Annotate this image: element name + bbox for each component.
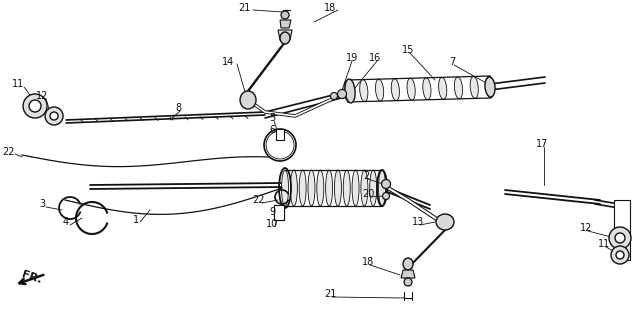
Ellipse shape	[326, 170, 333, 206]
Text: 11: 11	[12, 79, 24, 89]
Text: 3: 3	[39, 199, 45, 209]
Circle shape	[616, 251, 624, 259]
Ellipse shape	[486, 76, 494, 98]
Ellipse shape	[407, 78, 415, 100]
Text: 7: 7	[449, 57, 455, 67]
Text: 18: 18	[362, 257, 374, 267]
Polygon shape	[274, 205, 284, 220]
Text: 5: 5	[269, 113, 275, 123]
Circle shape	[611, 246, 629, 264]
Text: 12: 12	[36, 91, 48, 101]
Ellipse shape	[485, 77, 495, 97]
Text: 12: 12	[580, 223, 592, 233]
Ellipse shape	[403, 258, 413, 270]
Ellipse shape	[470, 77, 478, 98]
Ellipse shape	[345, 79, 355, 103]
Ellipse shape	[381, 179, 390, 189]
Circle shape	[23, 94, 47, 118]
Text: 17: 17	[536, 139, 548, 149]
Ellipse shape	[376, 79, 383, 101]
Circle shape	[615, 233, 625, 243]
Text: 11: 11	[598, 239, 610, 249]
Circle shape	[609, 227, 631, 249]
Ellipse shape	[361, 170, 368, 206]
Text: 1: 1	[133, 215, 139, 225]
Text: 6: 6	[269, 125, 275, 135]
Circle shape	[45, 107, 63, 125]
Text: 14: 14	[222, 57, 234, 67]
Text: 9: 9	[269, 207, 275, 217]
Polygon shape	[276, 129, 284, 140]
Text: 10: 10	[266, 219, 278, 229]
Ellipse shape	[436, 214, 454, 230]
Ellipse shape	[378, 170, 385, 206]
Ellipse shape	[240, 91, 256, 109]
Text: 20: 20	[362, 189, 374, 199]
Text: 19: 19	[346, 53, 358, 63]
Ellipse shape	[352, 170, 359, 206]
Ellipse shape	[404, 278, 412, 286]
Ellipse shape	[308, 170, 315, 206]
Ellipse shape	[291, 170, 298, 206]
Ellipse shape	[299, 170, 306, 206]
Ellipse shape	[360, 80, 368, 101]
Polygon shape	[280, 20, 291, 28]
Text: 2: 2	[363, 171, 369, 181]
Text: 15: 15	[402, 45, 414, 55]
Ellipse shape	[266, 131, 294, 159]
Polygon shape	[401, 270, 415, 278]
Ellipse shape	[317, 170, 324, 206]
Ellipse shape	[454, 77, 463, 99]
Ellipse shape	[343, 170, 350, 206]
Text: 22: 22	[252, 195, 264, 205]
Ellipse shape	[280, 32, 290, 44]
Ellipse shape	[337, 89, 346, 99]
Text: 4: 4	[63, 217, 69, 227]
Text: 16: 16	[369, 53, 381, 63]
Ellipse shape	[282, 170, 289, 206]
Ellipse shape	[281, 11, 289, 19]
Ellipse shape	[335, 170, 341, 206]
Text: 21: 21	[238, 3, 250, 13]
Ellipse shape	[344, 80, 352, 102]
Text: 21: 21	[324, 289, 336, 299]
Text: 8: 8	[175, 103, 181, 113]
Ellipse shape	[330, 93, 337, 100]
Ellipse shape	[383, 192, 390, 199]
Text: FR.: FR.	[20, 269, 44, 285]
Text: 22: 22	[2, 147, 14, 157]
Ellipse shape	[423, 78, 431, 100]
Ellipse shape	[370, 170, 377, 206]
Text: 13: 13	[412, 217, 424, 227]
Circle shape	[29, 100, 41, 112]
Text: 18: 18	[324, 3, 336, 13]
Ellipse shape	[391, 79, 399, 100]
Ellipse shape	[438, 77, 447, 99]
Polygon shape	[614, 200, 630, 260]
Circle shape	[50, 112, 58, 120]
Polygon shape	[278, 30, 292, 40]
